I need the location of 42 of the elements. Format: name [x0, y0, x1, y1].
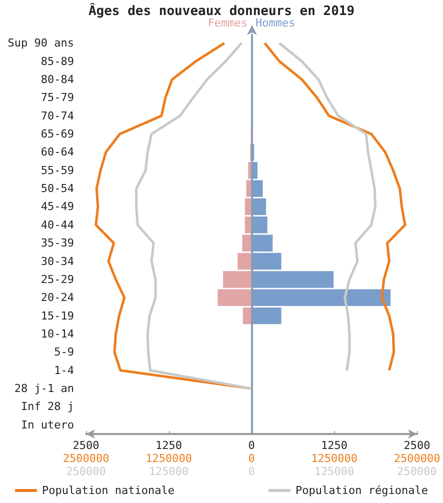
chart-title: Âges des nouveaux donneurs en 2019	[88, 2, 355, 19]
x-tick-label: 1250	[156, 439, 182, 452]
y-tick-label: 70-74	[40, 109, 74, 122]
text: Femmes	[208, 16, 248, 30]
x2-tick-label: 1250000	[311, 452, 358, 465]
y-tick-label: 50-54	[40, 182, 74, 196]
y-tick-label: 75-79	[40, 91, 74, 104]
y-tick-label: 25-29	[40, 272, 74, 286]
y-tick-label: 85-89	[40, 54, 74, 68]
legend-label: Population nationale	[42, 484, 174, 497]
y-tick-label: 20-24	[40, 291, 74, 304]
x2-tick-label: 2500000	[394, 452, 440, 465]
x-tick-label: 125000	[148, 465, 189, 478]
y-tick-label: 80-84	[40, 72, 74, 86]
x2-tick-label: 2500000	[62, 452, 110, 465]
x-tick-label: 0	[248, 439, 255, 452]
x2-tick-label: 0	[248, 452, 255, 465]
x-tick-label: 250000	[397, 465, 437, 478]
x-tick-label: 2500	[72, 439, 100, 452]
y-tick-label: 35-39	[40, 236, 74, 250]
y-tick-label: 15-19	[40, 309, 74, 322]
x-tick-label: 2500	[404, 439, 430, 452]
y-tick-label: Inf 28 j	[21, 400, 74, 414]
legend-label: Population régionale	[296, 484, 428, 497]
y-tick-label: 30-34	[40, 254, 74, 268]
y-tick-label: 55-59	[40, 164, 74, 177]
x-tick-label: 250000	[66, 465, 106, 478]
x2-tick-label: 1250000	[146, 452, 192, 465]
y-tick-label: In utero	[21, 418, 74, 432]
y-tick-label: 45-49	[40, 200, 74, 214]
x-tick-label: 125000	[314, 465, 354, 478]
text: Hommes	[256, 16, 296, 30]
x-tick-label: 1250	[321, 439, 348, 452]
y-tick-label: 65-69	[40, 128, 74, 140]
y-tick-label: 5-9	[54, 346, 74, 359]
y-tick-label: 40-44	[40, 218, 74, 232]
x-tick-label: 0	[248, 465, 255, 478]
y-tick-label: 28 j-1 an	[14, 382, 74, 396]
y-tick-label: 10-14	[40, 328, 74, 340]
y-tick-label: Sup 90 ans	[8, 36, 74, 50]
y-tick-label: 60-64	[40, 146, 74, 159]
y-tick-label: 1-4	[54, 364, 74, 377]
